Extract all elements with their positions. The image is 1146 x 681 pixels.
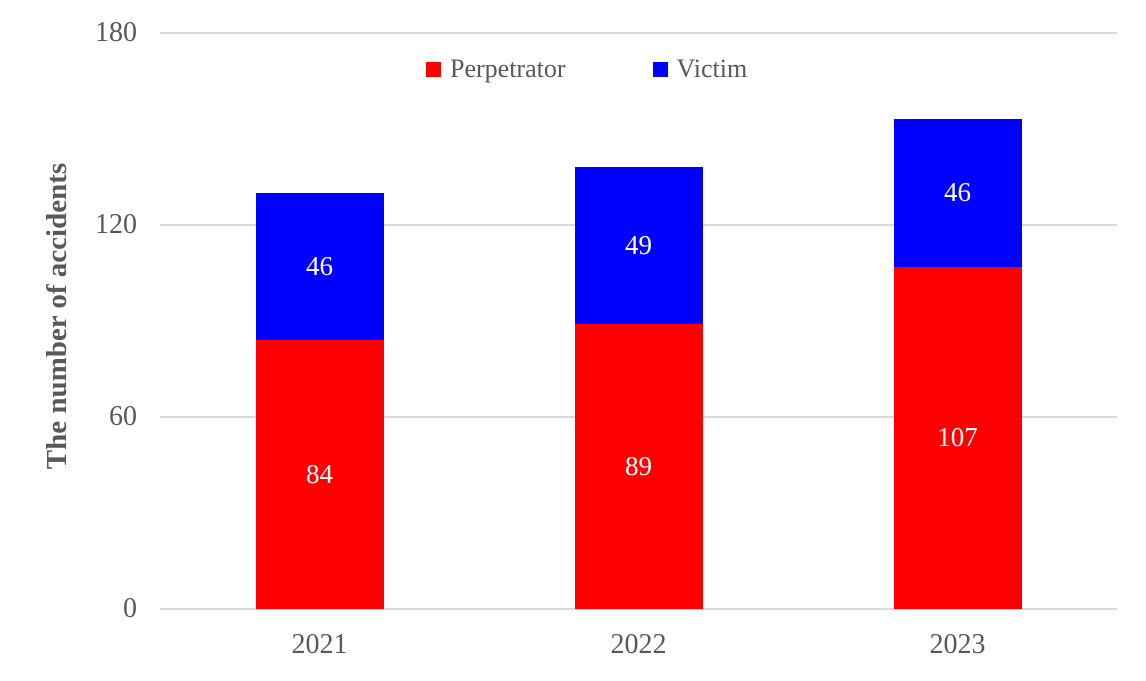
x-tick-label: 2022	[610, 629, 667, 660]
x-tick-label: 2021	[291, 629, 348, 660]
y-tick-label: 0	[123, 593, 137, 624]
y-tick-label: 180	[95, 17, 137, 48]
bar-segment-perpetrator-2023: 107	[893, 266, 1022, 609]
bar-value-label: 46	[944, 177, 971, 208]
bar-segment-victim-2021: 46	[255, 193, 384, 341]
bar-segment-victim-2023: 46	[893, 119, 1022, 267]
bar-value-label: 107	[937, 422, 978, 453]
legend: Perpetrator Victim	[426, 54, 747, 84]
x-tick-label: 2023	[929, 629, 986, 660]
y-tick-label: 120	[95, 209, 137, 240]
bar-value-label: 49	[625, 230, 652, 261]
bar-segment-victim-2022: 49	[574, 167, 703, 325]
legend-label: Perpetrator	[450, 54, 566, 83]
y-axis-title: The number of accidents	[41, 162, 73, 470]
bar-segment-perpetrator-2022: 89	[574, 324, 703, 609]
legend-swatch-icon	[426, 61, 441, 77]
plot-area: 84 46 2021 89 49 2022 107 46 2023	[160, 32, 1117, 660]
bar-value-label: 84	[306, 459, 333, 490]
legend-item-victim: Victim	[652, 54, 748, 84]
legend-swatch-icon	[652, 61, 668, 77]
bar-segment-perpetrator-2021: 84	[255, 340, 384, 609]
gridline	[160, 32, 1117, 34]
legend-label: Victim	[676, 54, 748, 83]
gridline	[160, 608, 1117, 610]
bar-value-label: 89	[625, 451, 652, 482]
y-tick-label: 60	[109, 401, 137, 432]
legend-item-perpetrator: Perpetrator	[426, 54, 566, 84]
bar-value-label: 46	[306, 251, 333, 282]
